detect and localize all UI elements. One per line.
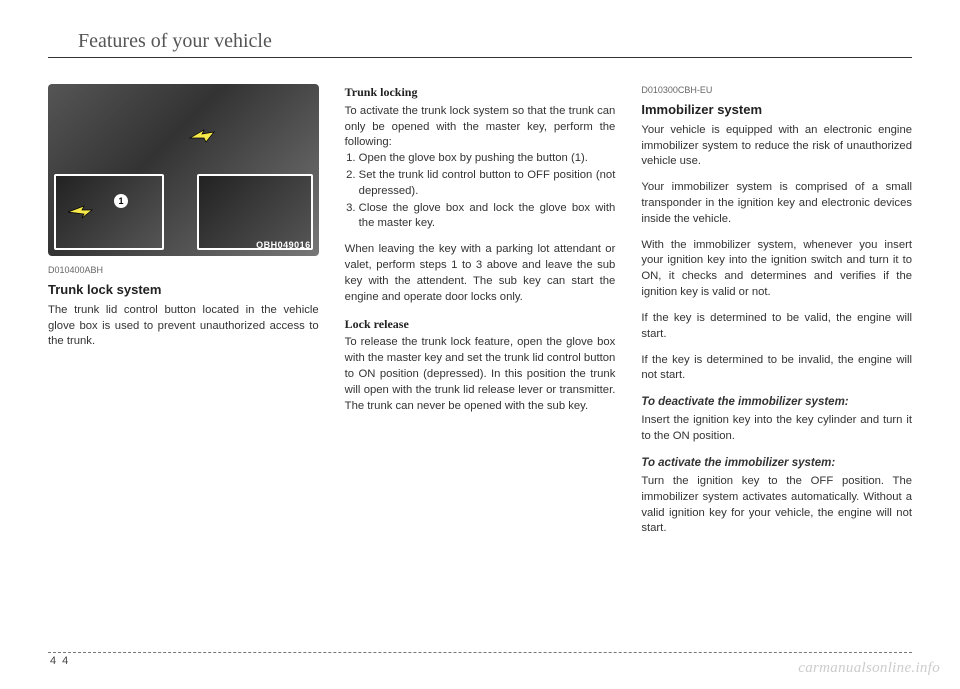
refcode: D010300CBH-EU	[641, 84, 912, 97]
header-title: Features of your vehicle	[78, 30, 912, 53]
body-text: The trunk lid control button located in …	[48, 303, 319, 350]
body-text: If the key is determined to be invalid, …	[641, 353, 912, 385]
column-3: D010300CBH-EU Immobilizer system Your ve…	[641, 84, 912, 547]
column-1: 1 OBH049016 D010400ABH Trunk lock system…	[48, 84, 319, 547]
subheading-trunk-locking: Trunk locking	[345, 84, 616, 101]
list-item: Close the glove box and lock the glove b…	[359, 201, 616, 233]
figure-inset-left: 1	[54, 174, 164, 250]
page: Features of your vehicle 1 OBH049016 D01…	[0, 0, 960, 689]
watermark: carmanualsonline.info	[798, 660, 940, 677]
subheading-deactivate: To deactivate the immobilizer system:	[641, 394, 912, 410]
body-text: To activate the trunk lock system so tha…	[345, 104, 616, 151]
subheading-activate: To activate the immobilizer system:	[641, 455, 912, 471]
pagenum-page: 4	[62, 655, 74, 667]
list-item: Set the trunk lid control button to OFF …	[359, 168, 616, 200]
subheading-lock-release: Lock release	[345, 316, 616, 333]
section-title-trunk-lock: Trunk lock system	[48, 281, 319, 299]
column-2: Trunk locking To activate the trunk lock…	[345, 84, 616, 547]
pagenum-section: 4	[50, 655, 62, 667]
body-text: To release the trunk lock feature, open …	[345, 335, 616, 414]
footer-rule	[48, 652, 912, 653]
list-item: Open the glove box by pushing the button…	[359, 151, 616, 167]
body-text: Your immobilizer system is comprised of …	[641, 180, 912, 227]
body-text: Turn the ignition key to the OFF positio…	[641, 474, 912, 537]
header-rule	[48, 57, 912, 58]
footer: 44	[48, 652, 912, 667]
body-text: Your vehicle is equipped with an electro…	[641, 123, 912, 170]
glovebox-figure: 1 OBH049016	[48, 84, 319, 256]
body-text: When leaving the key with a parking lot …	[345, 242, 616, 305]
figure-marker-1: 1	[114, 194, 128, 208]
body-text: With the immobilizer system, whenever yo…	[641, 238, 912, 301]
arrow-icon	[66, 200, 94, 222]
figure-label: OBH049016	[256, 239, 311, 252]
content-columns: 1 OBH049016 D010400ABH Trunk lock system…	[48, 84, 912, 547]
body-text: Insert the ignition key into the key cyl…	[641, 413, 912, 445]
arrow-icon	[188, 124, 216, 146]
body-text: If the key is determined to be valid, th…	[641, 311, 912, 343]
section-title-immobilizer: Immobilizer system	[641, 101, 912, 119]
page-numbers: 44	[48, 655, 912, 667]
steps-list: Open the glove box by pushing the button…	[345, 151, 616, 232]
refcode: D010400ABH	[48, 264, 319, 277]
